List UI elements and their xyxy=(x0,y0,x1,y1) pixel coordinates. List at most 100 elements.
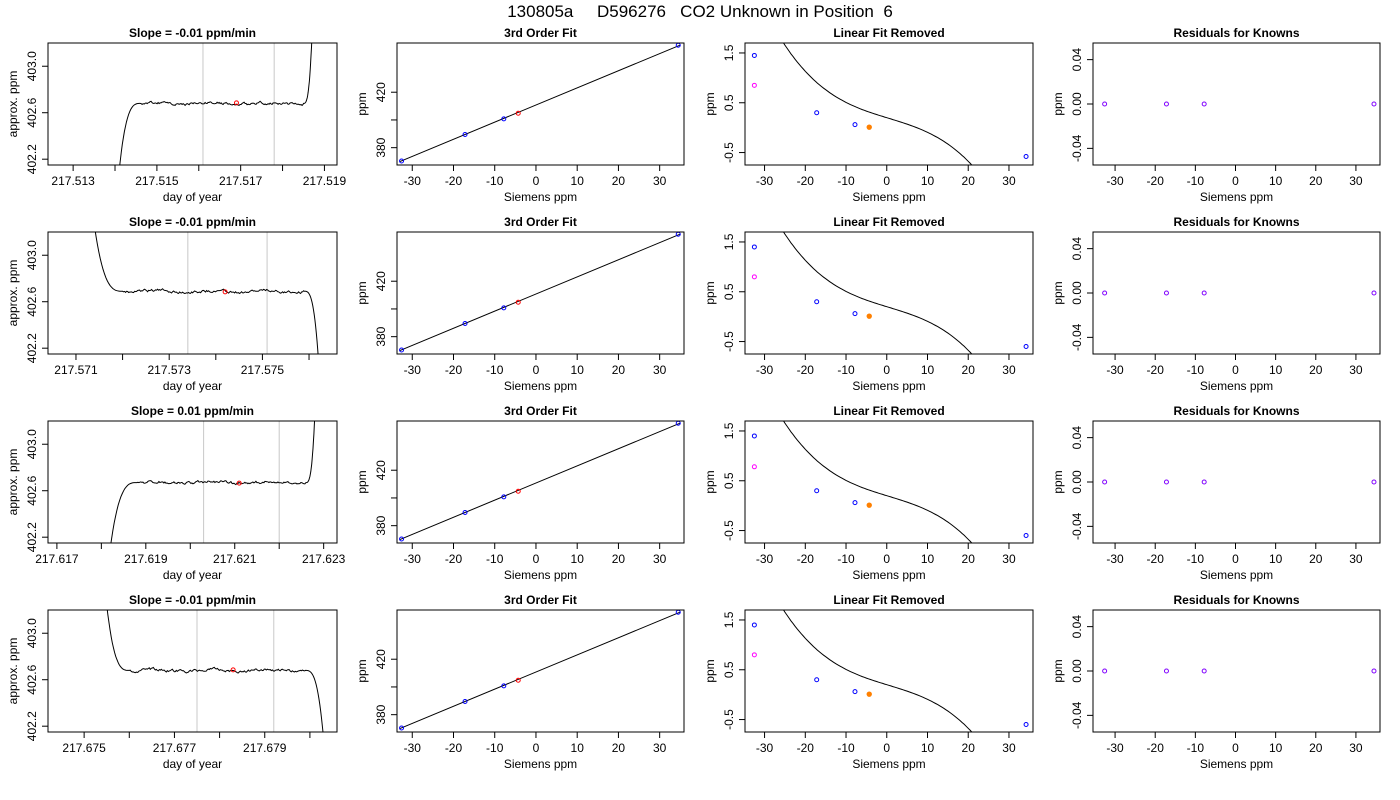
x-tick-label: -10 xyxy=(1187,741,1205,755)
x-tick-label: -30 xyxy=(1106,552,1124,566)
x-tick-label: 0 xyxy=(883,174,890,188)
panel-title: Slope = -0.01 ppm/min xyxy=(129,593,256,607)
x-tick-label: 20 xyxy=(962,174,976,188)
panel-residuals-row1: Residuals for Knowns -30 -20 -10 0 10 20 30 -0.0… xyxy=(1051,26,1381,204)
plot-area xyxy=(399,232,681,353)
x-tick-label: 30 xyxy=(653,552,667,566)
x-tick-label: 30 xyxy=(1002,741,1016,755)
cubic-curve xyxy=(782,610,973,732)
fit-line xyxy=(399,233,681,351)
x-tick-label: 10 xyxy=(1269,741,1283,755)
plot-frame xyxy=(47,420,338,544)
x-axis-label: day of year xyxy=(163,568,222,582)
x-tick-label: -30 xyxy=(1106,174,1124,188)
known-point xyxy=(814,677,820,683)
x-tick-label: 0 xyxy=(883,363,890,377)
known-point xyxy=(751,622,757,628)
x-tick-label: -30 xyxy=(404,363,422,377)
known-point xyxy=(751,244,757,250)
unknown-point xyxy=(866,502,872,508)
x-tick-label: -10 xyxy=(486,174,504,188)
panel-linear_removed-row4: Linear Fit Removed -30 -20 -10 0 10 20 30 -0.5 0.… xyxy=(703,593,1034,771)
fit-line xyxy=(399,44,681,162)
known-point xyxy=(852,122,858,128)
y-tick-label: 402.6 xyxy=(25,97,39,127)
panel-title: Residuals for Knowns xyxy=(1173,26,1299,40)
x-tick-label: -10 xyxy=(486,741,504,755)
plot-frame xyxy=(396,42,685,166)
plot-area xyxy=(1102,668,1377,674)
trace-line xyxy=(94,232,319,354)
known-point xyxy=(1023,533,1029,539)
x-tick-label: 10 xyxy=(921,363,935,377)
x-axis-label: Siemens ppm xyxy=(504,379,577,393)
outlier-point xyxy=(751,652,757,658)
figure-title: 130805a D596276 CO2 Unknown in Position … xyxy=(507,2,893,21)
plot-area xyxy=(399,421,681,542)
known-point xyxy=(399,725,405,731)
fit-line xyxy=(399,611,681,729)
unknown-marker xyxy=(222,289,228,295)
x-axis-label: Siemens ppm xyxy=(1200,757,1273,771)
x-tick-label: -20 xyxy=(1147,552,1165,566)
x-tick-label: -20 xyxy=(797,174,815,188)
y-axis-label: approx. ppm xyxy=(6,71,20,138)
x-tick-label: 20 xyxy=(1309,552,1323,566)
panel-fit-row1: 3rd Order Fit -30 -20 -10 0 10 20 30 380 420 Sieme… xyxy=(355,26,685,204)
x-tick-label: -10 xyxy=(1187,363,1205,377)
residual-point xyxy=(1163,101,1169,107)
y-axis-label: ppm xyxy=(703,470,717,493)
plot-frame xyxy=(744,231,1034,355)
known-point xyxy=(814,488,820,494)
x-tick-label: 0 xyxy=(883,552,890,566)
x-tick-label: 20 xyxy=(612,741,626,755)
unknown-point xyxy=(866,313,872,319)
residual-point xyxy=(1102,290,1108,296)
x-tick-label: 10 xyxy=(571,363,585,377)
x-axis-label: Siemens ppm xyxy=(852,757,925,771)
x-tick-label: 20 xyxy=(962,552,976,566)
x-axis-label: Siemens ppm xyxy=(852,568,925,582)
panel-time-row1: Slope = -0.01 ppm/min 217.513 217.515 217.5… xyxy=(6,26,346,204)
x-tick-label: -20 xyxy=(1147,363,1165,377)
x-tick-label: 10 xyxy=(571,174,585,188)
x-tick-label: -10 xyxy=(837,552,855,566)
y-tick-label: 0.04 xyxy=(1070,426,1084,450)
y-tick-label: 1.5 xyxy=(722,611,736,628)
x-tick-label: -20 xyxy=(445,741,463,755)
cubic-curve xyxy=(782,421,973,543)
x-axis-label: day of year xyxy=(163,190,222,204)
x-tick-label: 0 xyxy=(533,174,540,188)
trace-line xyxy=(119,43,313,165)
x-tick-label: 20 xyxy=(962,363,976,377)
y-tick-label: 402.2 xyxy=(25,144,39,174)
x-tick-label: -10 xyxy=(486,363,504,377)
x-axis-label: Siemens ppm xyxy=(504,190,577,204)
x-axis-label: day of year xyxy=(163,379,222,393)
plot-area xyxy=(119,43,313,165)
known-point xyxy=(501,116,507,122)
x-tick-label: 10 xyxy=(1269,552,1283,566)
x-tick-label: 217.677 xyxy=(153,741,197,755)
y-tick-label: 1.5 xyxy=(722,422,736,439)
unknown-point xyxy=(866,124,872,130)
known-point xyxy=(399,536,405,542)
y-axis-label: ppm xyxy=(355,659,369,682)
x-tick-label: 217.617 xyxy=(35,552,79,566)
y-tick-label: 1.5 xyxy=(722,233,736,250)
trace-line xyxy=(106,610,324,732)
known-point xyxy=(501,494,507,500)
x-tick-label: -30 xyxy=(1106,741,1124,755)
known-point xyxy=(852,500,858,506)
x-tick-label: -30 xyxy=(404,741,422,755)
residual-point xyxy=(1371,668,1377,674)
y-tick-label: -0.04 xyxy=(1070,323,1084,351)
y-tick-label: 402.6 xyxy=(25,664,39,694)
plot-area xyxy=(751,421,1029,543)
known-point xyxy=(1023,722,1029,728)
panel-time-row4: Slope = -0.01 ppm/min 217.675 217.677 217.6… xyxy=(6,593,338,771)
x-tick-label: 10 xyxy=(921,552,935,566)
unknown-point xyxy=(515,110,521,116)
y-tick-label: -0.5 xyxy=(722,709,736,730)
x-tick-label: -30 xyxy=(756,552,774,566)
